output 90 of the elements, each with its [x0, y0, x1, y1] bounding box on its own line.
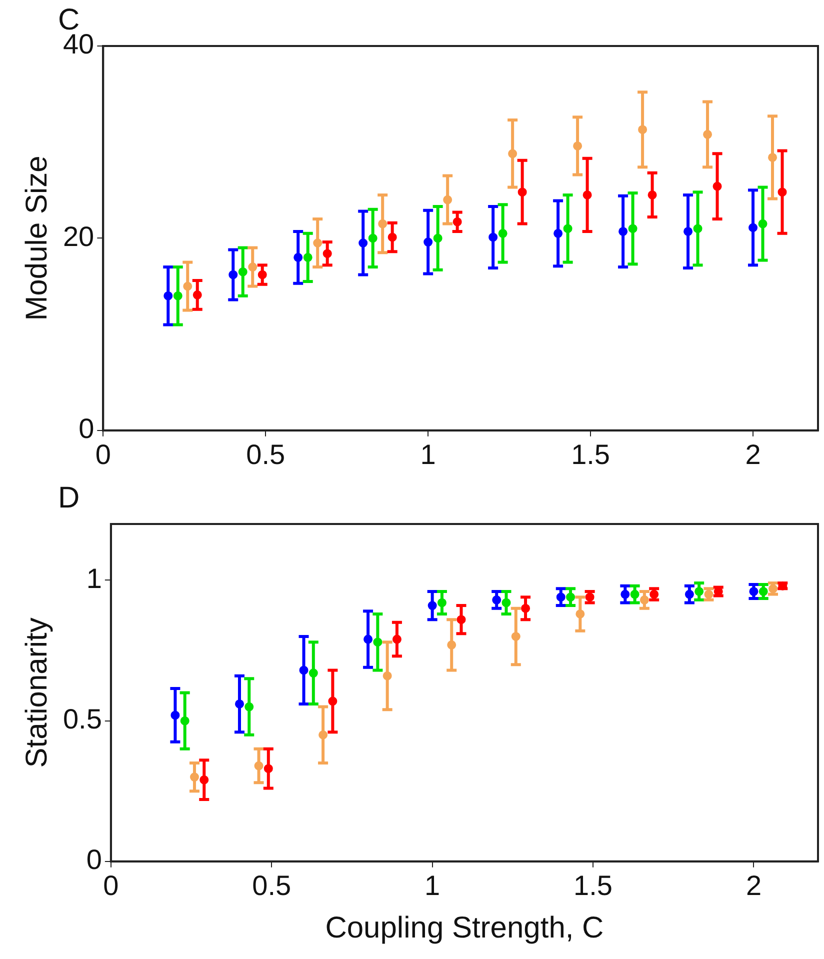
point — [364, 634, 373, 644]
point — [712, 182, 722, 191]
y-tick-label: 40 — [62, 28, 94, 60]
y-axis-title: Module Size — [20, 156, 54, 321]
y-axis-title: Stationarity — [20, 618, 54, 768]
point — [299, 666, 308, 675]
point — [748, 223, 758, 232]
point — [373, 638, 382, 647]
point — [573, 141, 582, 150]
point — [758, 219, 768, 228]
point — [492, 595, 502, 604]
point — [556, 592, 566, 602]
y-tick-label: 0 — [86, 844, 102, 876]
point — [180, 716, 190, 726]
point — [554, 228, 563, 238]
point — [502, 598, 511, 608]
x-tick-label: 1 — [420, 438, 436, 470]
point — [173, 291, 182, 300]
point — [488, 232, 498, 242]
point — [392, 634, 402, 644]
point — [437, 598, 446, 608]
point — [638, 125, 648, 134]
point — [640, 595, 649, 604]
point — [456, 615, 466, 624]
point — [358, 238, 368, 248]
point — [264, 764, 273, 774]
point — [388, 232, 397, 242]
y-tick-label: 1 — [86, 562, 102, 594]
point — [630, 590, 640, 599]
x-tick-label: 1.5 — [574, 870, 612, 901]
point — [318, 730, 328, 740]
point — [190, 772, 199, 782]
point — [511, 632, 520, 641]
point — [684, 226, 693, 236]
point — [228, 270, 238, 280]
point — [258, 270, 267, 280]
point — [294, 252, 303, 262]
point — [192, 290, 202, 300]
point — [563, 224, 572, 234]
point — [620, 590, 630, 599]
point — [778, 188, 787, 197]
point — [313, 238, 322, 248]
point — [244, 702, 254, 712]
x-tick-label: 0.5 — [252, 870, 292, 901]
point — [508, 149, 518, 158]
point — [322, 249, 332, 258]
point — [170, 710, 180, 720]
point — [518, 188, 527, 197]
point — [694, 586, 704, 596]
x-tick-label: 1 — [424, 870, 440, 901]
y-tick-label: 0.5 — [62, 704, 102, 735]
x-tick-label: 0.5 — [246, 438, 286, 470]
point — [308, 668, 318, 678]
point — [424, 238, 433, 247]
x-tick-label: 2 — [745, 438, 761, 470]
point — [433, 234, 442, 243]
point — [254, 761, 264, 770]
point — [521, 604, 530, 613]
point — [200, 775, 209, 784]
point — [628, 224, 638, 234]
point — [248, 262, 258, 272]
point — [566, 592, 576, 602]
x-tick-label: 1.5 — [571, 438, 610, 470]
point — [447, 640, 456, 650]
point — [703, 130, 712, 139]
point — [382, 671, 392, 680]
point — [164, 291, 173, 300]
chart-title: D — [58, 481, 80, 514]
point — [238, 267, 248, 276]
point — [576, 609, 585, 618]
point — [452, 217, 462, 226]
y-tick-label: 20 — [62, 220, 94, 252]
point — [618, 226, 628, 236]
point — [684, 590, 694, 599]
point — [648, 190, 657, 200]
point — [498, 228, 508, 238]
point — [768, 152, 778, 162]
point — [328, 696, 338, 706]
point — [378, 219, 388, 228]
point — [368, 234, 378, 243]
y-tick-label: 0 — [78, 413, 94, 444]
point — [428, 601, 437, 610]
x-tick-label: 2 — [746, 870, 762, 901]
point — [582, 190, 592, 200]
point — [234, 699, 244, 708]
point — [443, 195, 452, 204]
point — [183, 282, 192, 291]
point — [303, 252, 312, 262]
point — [693, 224, 702, 234]
x-axis-title: Coupling Strength, C — [325, 911, 604, 944]
